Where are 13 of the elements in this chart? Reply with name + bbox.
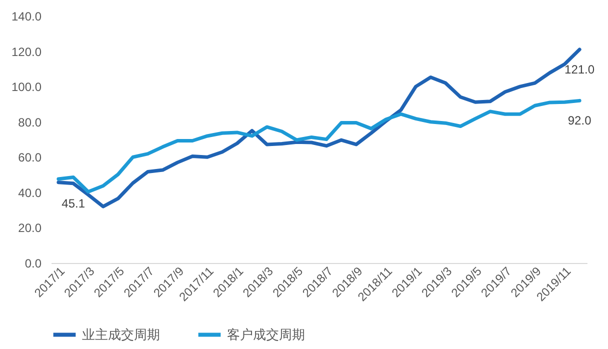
legend-label: 客户成交周期 bbox=[227, 326, 305, 342]
y-tick-label: 40.0 bbox=[18, 186, 42, 200]
legend-label: 业主成交周期 bbox=[82, 326, 160, 342]
data-label: 92.0 bbox=[568, 114, 592, 128]
y-tick-label: 140.0 bbox=[11, 10, 42, 24]
y-tick-label: 20.0 bbox=[18, 221, 42, 236]
y-tick-label: 60.0 bbox=[18, 150, 42, 165]
data-label: 45.1 bbox=[62, 196, 86, 210]
y-tick-label: 120.0 bbox=[11, 44, 42, 59]
data-label: 121.0 bbox=[564, 62, 595, 77]
y-tick-label: 100.0 bbox=[11, 80, 42, 94]
y-tick-label: 0.0 bbox=[24, 256, 42, 270]
y-tick-label: 80.0 bbox=[18, 115, 42, 130]
